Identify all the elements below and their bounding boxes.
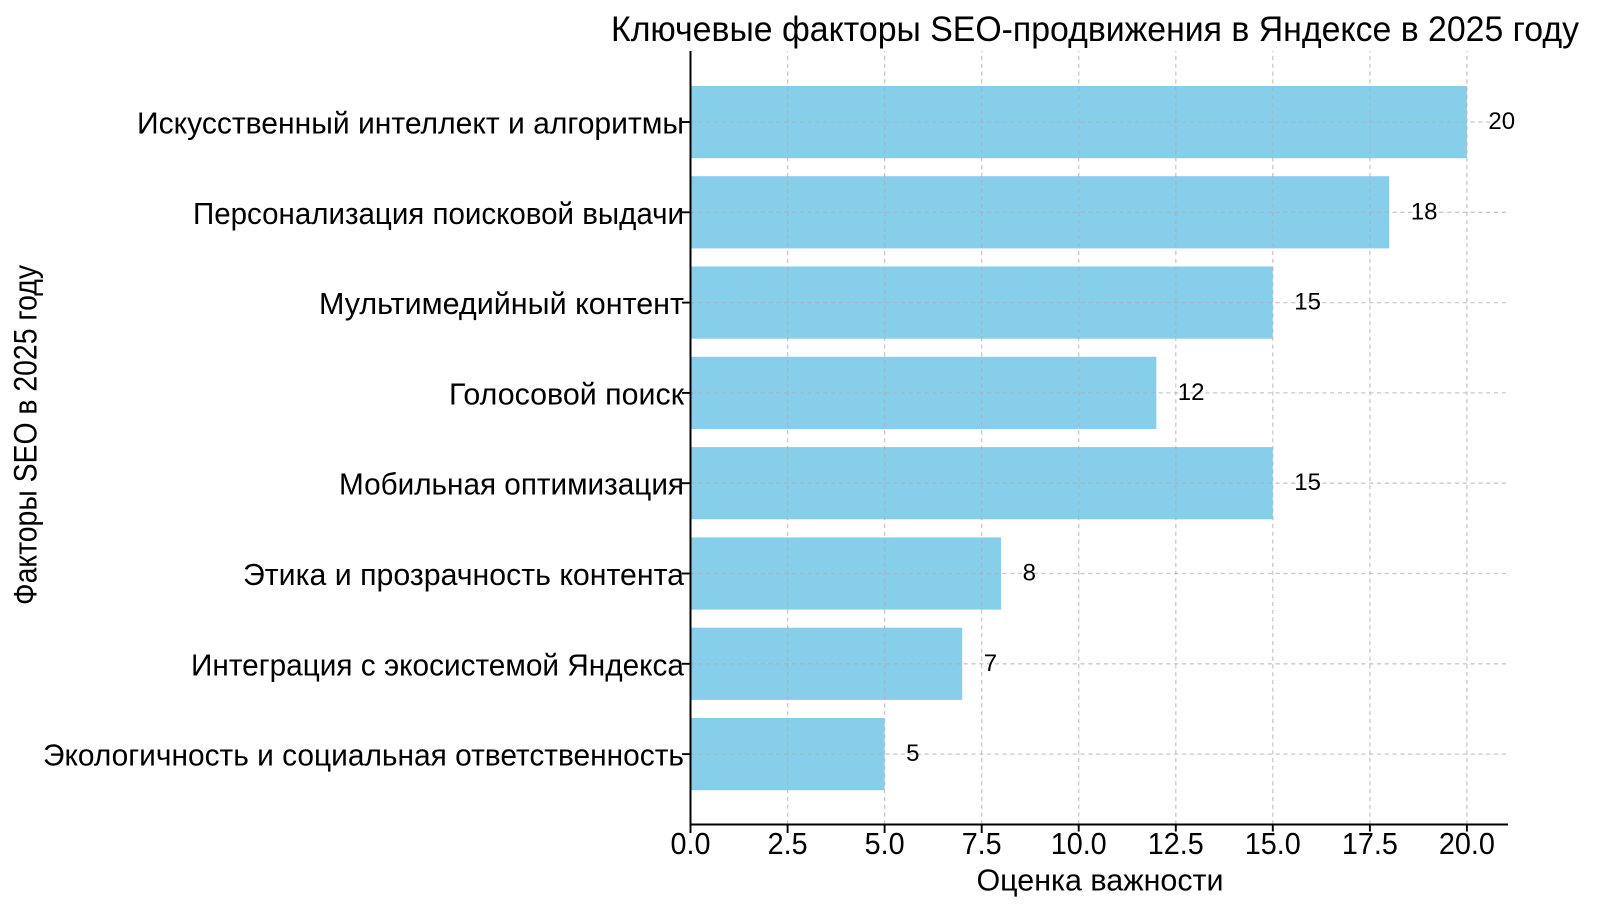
svg-text:10.0: 10.0: [1051, 826, 1107, 861]
svg-text:Экологичность и социальная отв: Экологичность и социальная ответственнос…: [43, 738, 684, 773]
svg-text:8: 8: [1023, 560, 1036, 587]
svg-text:7: 7: [984, 650, 997, 677]
svg-text:5: 5: [906, 740, 919, 767]
svg-text:7.5: 7.5: [962, 826, 1002, 861]
svg-text:18: 18: [1411, 198, 1438, 225]
svg-text:20.0: 20.0: [1439, 826, 1495, 861]
svg-text:0.0: 0.0: [671, 826, 711, 861]
svg-text:2.5: 2.5: [768, 826, 808, 861]
svg-text:15: 15: [1294, 289, 1321, 316]
svg-text:Оценка важности: Оценка важности: [977, 863, 1224, 898]
svg-text:Ключевые факторы SEO-продвижен: Ключевые факторы SEO-продвижения в Яндек…: [611, 10, 1579, 49]
svg-text:Интеграция с экосистемой Яндек: Интеграция с экосистемой Яндекса: [191, 647, 685, 682]
svg-text:Мультимедийный контент: Мультимедийный контент: [319, 286, 684, 321]
svg-text:12.5: 12.5: [1148, 826, 1204, 861]
svg-text:Голосовой поиск: Голосовой поиск: [449, 376, 684, 411]
svg-text:15.0: 15.0: [1245, 826, 1301, 861]
svg-text:17.5: 17.5: [1342, 826, 1398, 861]
svg-text:Искусственный интеллект и алго: Искусственный интеллект и алгоритмы: [137, 106, 684, 141]
svg-text:20: 20: [1488, 108, 1515, 135]
svg-text:Факторы SEO в 2025 году: Факторы SEO в 2025 году: [8, 265, 44, 605]
svg-text:15: 15: [1294, 469, 1321, 496]
svg-text:Этика и прозрачность контента: Этика и прозрачность контента: [243, 557, 685, 592]
svg-text:Персонализация поисковой выдач: Персонализация поисковой выдачи: [193, 196, 684, 231]
svg-text:Мобильная оптимизация: Мобильная оптимизация: [339, 467, 684, 502]
svg-text:12: 12: [1178, 379, 1205, 406]
svg-text:5.0: 5.0: [865, 826, 905, 861]
